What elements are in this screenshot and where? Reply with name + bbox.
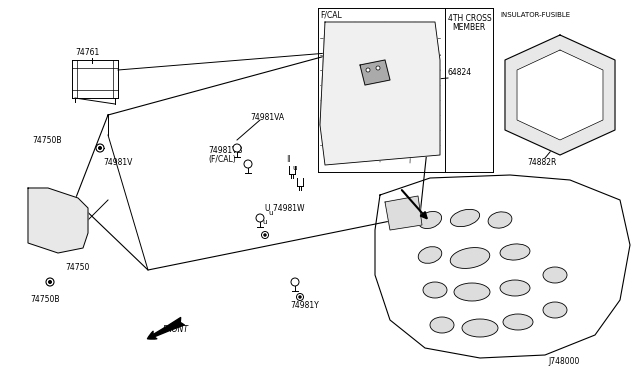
Text: 74750: 74750 [65, 263, 90, 273]
Circle shape [99, 147, 102, 150]
Text: 74981VB: 74981VB [208, 145, 243, 154]
Polygon shape [385, 196, 422, 230]
Polygon shape [28, 188, 88, 253]
Polygon shape [375, 175, 630, 358]
Text: 64824: 64824 [448, 67, 472, 77]
Circle shape [233, 144, 241, 152]
Circle shape [262, 231, 269, 238]
Ellipse shape [488, 212, 512, 228]
Ellipse shape [503, 314, 533, 330]
Circle shape [376, 66, 380, 70]
Polygon shape [320, 22, 440, 165]
Text: 74882R: 74882R [527, 157, 556, 167]
Ellipse shape [419, 211, 442, 228]
Text: ||: || [286, 154, 291, 161]
Ellipse shape [500, 280, 530, 296]
Circle shape [366, 68, 370, 72]
Text: U 74981W: U 74981W [265, 203, 305, 212]
Text: (F/CAL): (F/CAL) [208, 154, 236, 164]
Circle shape [264, 234, 266, 236]
Circle shape [256, 214, 264, 222]
Text: J748000: J748000 [548, 357, 579, 366]
Ellipse shape [450, 247, 490, 269]
Ellipse shape [462, 319, 498, 337]
Text: MEMBER: MEMBER [452, 22, 485, 32]
Text: 74981Y: 74981Y [290, 301, 319, 310]
Polygon shape [517, 50, 603, 140]
Circle shape [49, 280, 51, 283]
Text: 74750B: 74750B [32, 135, 61, 144]
Ellipse shape [500, 244, 530, 260]
Text: 74750B: 74750B [30, 295, 60, 305]
Text: u: u [268, 210, 273, 216]
Circle shape [291, 278, 299, 286]
Ellipse shape [454, 283, 490, 301]
Text: INSULATOR-FUSIBLE: INSULATOR-FUSIBLE [500, 12, 570, 18]
Ellipse shape [430, 317, 454, 333]
Text: u: u [262, 219, 266, 225]
Ellipse shape [543, 302, 567, 318]
Ellipse shape [418, 247, 442, 263]
Text: u: u [292, 165, 296, 171]
Text: 4TH CROSS: 4TH CROSS [448, 13, 492, 22]
Polygon shape [505, 35, 615, 155]
Ellipse shape [423, 282, 447, 298]
Circle shape [96, 144, 104, 152]
Circle shape [296, 294, 303, 301]
Text: F/CAL: F/CAL [320, 10, 342, 19]
Polygon shape [360, 60, 390, 85]
Text: FRONT: FRONT [163, 326, 189, 334]
Text: 74981VA: 74981VA [250, 112, 284, 122]
Ellipse shape [543, 267, 567, 283]
Circle shape [244, 160, 252, 168]
Text: 74981V: 74981V [103, 157, 132, 167]
Polygon shape [75, 52, 430, 270]
Circle shape [46, 278, 54, 286]
Ellipse shape [451, 209, 479, 227]
Text: 74761: 74761 [75, 48, 99, 57]
Circle shape [299, 296, 301, 298]
